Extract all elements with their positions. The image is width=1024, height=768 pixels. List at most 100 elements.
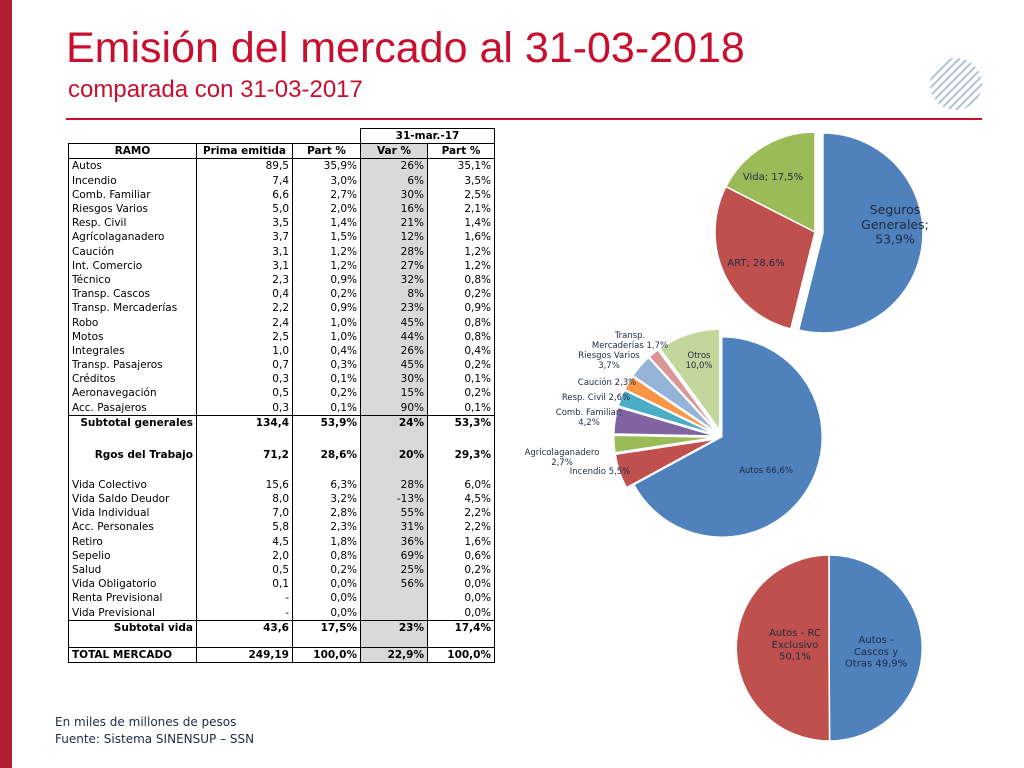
title-divider	[66, 118, 982, 120]
table-cell	[68, 467, 197, 478]
slice-label-line: Comb. Familiar;	[556, 408, 622, 418]
table-cell: 2,0	[196, 548, 293, 563]
table-row: Créditos 0,3 0,1% 30% 0,1%	[68, 372, 495, 387]
table-cell: 0,8%	[292, 548, 361, 563]
table-cell: Incendio	[68, 173, 197, 188]
table-cell: Rgos del Trabajo	[68, 441, 197, 468]
slice-label-line: Autos - RC	[769, 628, 821, 639]
slice-label: Autos -Cascos y Otras 49,9%	[845, 635, 907, 670]
slice-label: Seguros Generales; 53,9%	[861, 202, 929, 247]
slice-label-line: Incendio 5,5%	[570, 467, 630, 477]
table-cell: 0,1	[196, 577, 293, 592]
table-cell: Subtotal generales	[68, 414, 197, 442]
page-title: Emisión del mercado al 31-03-2018	[66, 24, 745, 72]
table-cell: Aeronavegación	[68, 386, 197, 401]
table-cell: 44%	[360, 329, 428, 344]
table-cell: Salud	[68, 562, 197, 578]
slice-label: Comb. Familiar; 4,2%	[556, 408, 622, 428]
table-cell: 0,1%	[427, 400, 495, 416]
table-cell: 0,4%	[427, 343, 495, 358]
table-row: Vida Individual 7,0 2,8% 55% 2,2%	[68, 506, 495, 521]
table-cell: 2,0%	[292, 201, 361, 217]
table-cell: 0,2%	[427, 386, 495, 401]
table-cell: 0,2%	[292, 562, 361, 578]
table-cell: 2,3	[196, 272, 293, 288]
slice-label-line: 3,7%	[598, 361, 620, 371]
pie-slice	[613, 434, 715, 454]
table-cell: Vida Obligatorio	[68, 577, 197, 592]
table-cell: 2,2%	[427, 506, 495, 521]
table-cell: 6,0%	[427, 477, 495, 492]
table-cell: 55%	[360, 506, 428, 521]
table-cell: Autos	[68, 158, 197, 174]
logo-icon	[930, 58, 982, 110]
table-cell: 89,5	[196, 158, 293, 174]
table-cell: 134,4	[196, 414, 293, 442]
table-row: Motos 2,5 1,0% 44% 0,8%	[68, 329, 495, 344]
slice-label: Autos 66,6%	[739, 466, 793, 476]
table-cell: 0,1%	[292, 372, 361, 387]
table-cell	[360, 467, 428, 478]
slice-label-line: 10,0%	[685, 361, 712, 371]
table-cell: 30%	[360, 187, 428, 202]
slice-label-line: Vida; 17,5%	[743, 172, 803, 183]
table-cell: Subtotal vida	[68, 619, 197, 648]
table-cell: 3,7	[196, 230, 293, 245]
table-cell: 24%	[360, 414, 428, 442]
table-cell: 3,5%	[427, 173, 495, 188]
table-cell: 17,4%	[427, 619, 495, 648]
table-cell: 0,4	[196, 287, 293, 302]
pie-slice	[714, 185, 816, 330]
table-row: Riesgos Varios 5,0 2,0% 16% 2,1%	[68, 201, 495, 217]
table-cell: 26%	[360, 158, 428, 174]
table-cell: 1,5%	[292, 230, 361, 245]
table-cell: 0,0%	[292, 577, 361, 592]
slice-label-line: Mercaderías 1,7%	[592, 341, 668, 351]
table-cell: 0,4%	[292, 343, 361, 358]
table-cell: 3,1	[196, 258, 293, 273]
rgos-trabajo-row: Rgos del Trabajo 71,2 28,6% 20% 29,3%	[68, 441, 495, 468]
table-cell: 0,9%	[292, 272, 361, 288]
table-cell: 28%	[360, 477, 428, 492]
table-cell: 35,1%	[427, 158, 495, 174]
table-cell: 0,2%	[292, 386, 361, 401]
table-row: Salud 0,5 0,2% 25% 0,2%	[68, 562, 495, 578]
table-row: Transp. Mercaderías 2,2 0,9% 23% 0,9%	[68, 301, 495, 316]
table-cell: Part %	[292, 143, 361, 160]
table-cell: 4,5%	[427, 491, 495, 507]
slice-label-line: Agrícolaganadero	[525, 448, 600, 458]
pie-slice	[633, 336, 823, 538]
table-row: Transp. Cascos 0,4 0,2% 8% 0,2%	[68, 287, 495, 302]
table-cell: 53,3%	[427, 414, 495, 442]
page-subtitle: comparada con 31-03-2017	[68, 76, 363, 103]
pie-slice	[659, 328, 721, 431]
table-cell: 32%	[360, 272, 428, 288]
table-cell: Vida Individual	[68, 506, 197, 521]
slice-label: Incendio 5,5%	[570, 467, 630, 477]
table-row: Vida Previsional -0,0% 0,0%	[68, 605, 495, 621]
table-cell: Renta Previsional	[68, 591, 197, 606]
table-cell: 6,3%	[292, 477, 361, 492]
table-cell: Transp. Pasajeros	[68, 358, 197, 373]
market-table: 31-mar.-17 RAMO Prima emitida Part % Var % Pa…	[68, 127, 495, 663]
table-cell: 3,0%	[292, 173, 361, 188]
pie-slice	[613, 406, 715, 437]
pie-slice	[735, 554, 831, 742]
table-cell: 1,4%	[427, 216, 495, 231]
slice-label: Riesgos Varios 3,7%	[578, 351, 640, 371]
table-cell: 1,2%	[292, 258, 361, 273]
slice-label-line: 53,9%	[875, 232, 915, 247]
table-cell: 0,7	[196, 358, 293, 373]
table-row: Aeronavegación 0,5 0,2% 15% 0,2%	[68, 386, 495, 401]
table-cell: Créditos	[68, 372, 197, 387]
slice-label: Resp. Civil 2,6%	[562, 393, 630, 403]
table-cell	[427, 467, 495, 478]
table-cell: 0,1%	[427, 372, 495, 387]
table-cell: 2,7%	[292, 187, 361, 202]
slice-label-line: 4,2%	[578, 418, 600, 428]
table-cell: Prima emitida	[196, 143, 293, 160]
table-cell: 1,6%	[427, 534, 495, 549]
table-row: Acc. Personales 5,8 2,3% 31% 2,2%	[68, 520, 495, 535]
slice-label-line: Exclusivo	[772, 640, 819, 651]
